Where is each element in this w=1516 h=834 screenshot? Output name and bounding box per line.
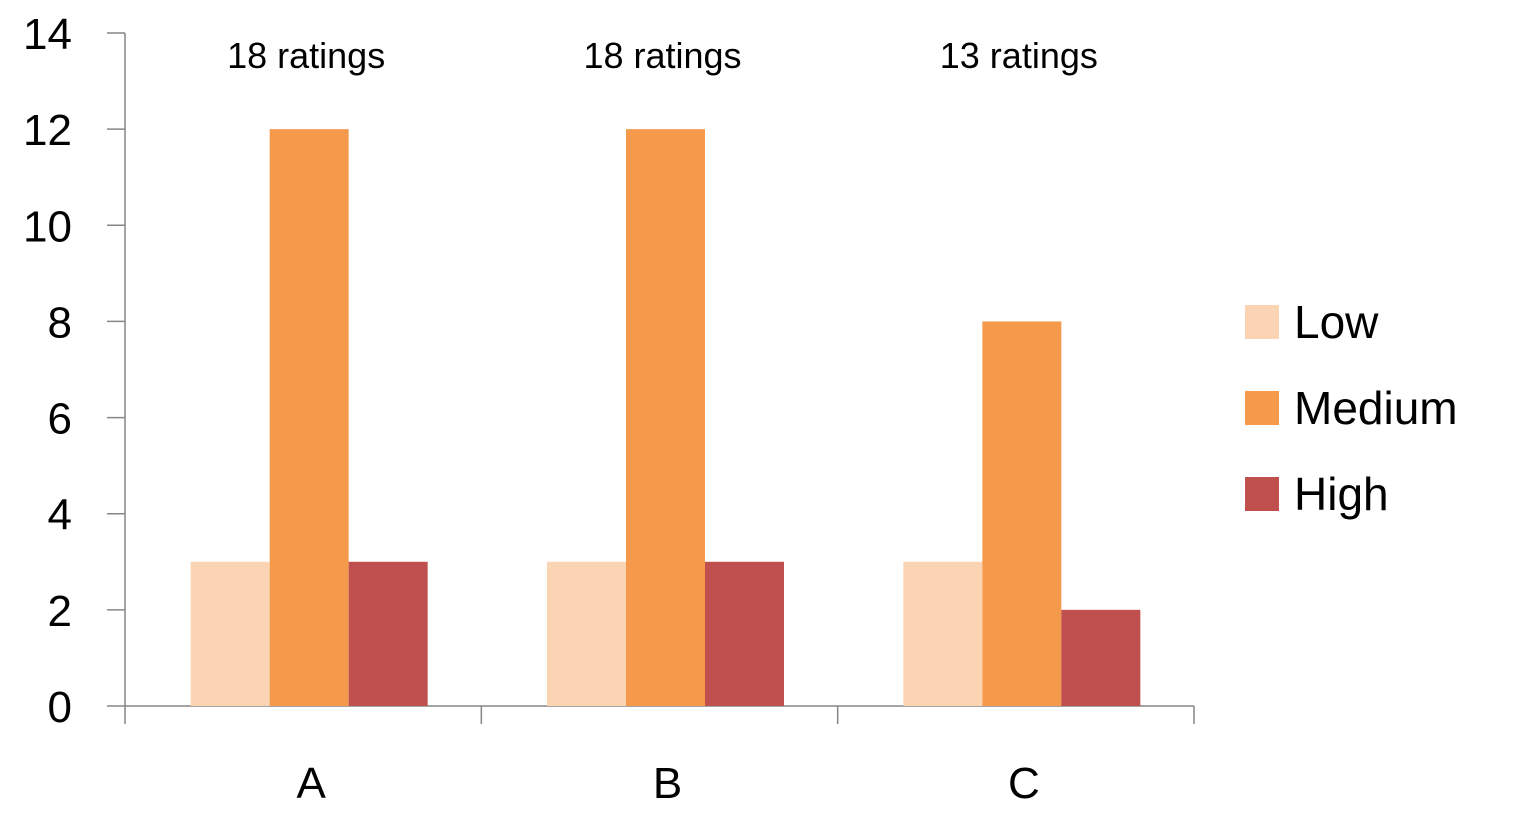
legend-swatch-medium [1245,391,1279,425]
y-tick-label: 4 [48,491,72,540]
legend: Low Medium High [1245,296,1458,520]
y-tick-label: 8 [48,298,72,347]
bar-high-b [705,562,784,706]
ratings-annotation: 18 ratings [227,35,385,76]
bar-high-a [349,562,428,706]
x-tick-label: B [653,759,682,808]
y-tick-label: 14 [23,10,72,59]
x-tick-label: C [1008,759,1040,808]
legend-label-medium: Medium [1294,382,1458,434]
legend-label-low: Low [1294,296,1379,348]
legend-swatch-high [1245,477,1279,511]
legend-swatch-low [1245,305,1279,339]
bar-medium-a [270,129,349,706]
y-tick-label: 0 [48,683,72,732]
bar-medium-c [982,321,1061,706]
ratings-annotation: 18 ratings [583,35,741,76]
bar-low-c [903,562,982,706]
x-tick-label: A [296,759,326,808]
legend-label-high: High [1294,468,1389,520]
bar-high-c [1061,610,1140,706]
y-tick-label: 12 [23,106,72,155]
bar-medium-b [626,129,705,706]
bar-low-a [191,562,270,706]
y-tick-label: 6 [48,395,72,444]
bars [191,129,1141,706]
y-tick-label: 2 [48,587,72,636]
ratings-annotation: 13 ratings [940,35,1098,76]
y-tick-label: 10 [23,202,72,251]
bar-low-b [547,562,626,706]
